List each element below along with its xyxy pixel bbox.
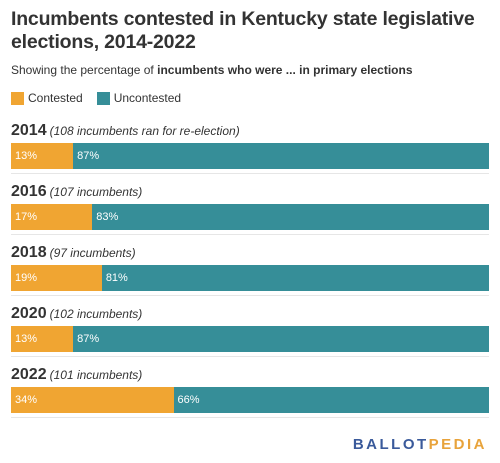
chart-title: Incumbents contested in Kentucky state l…	[11, 8, 475, 53]
legend-swatch-uncontested	[96, 91, 110, 105]
category-note: (97 incumbents)	[49, 246, 136, 260]
bar-segment-contested	[11, 265, 102, 291]
category-header: 2018 (97 incumbents)	[11, 243, 489, 261]
category-label: 2020	[11, 305, 47, 322]
data-label-contested: 13%	[15, 333, 38, 345]
bar-group-2020: 2020 (102 incumbents) 13% 87%	[11, 304, 489, 352]
category-header: 2014 (108 incumbents ran for re-election)	[11, 121, 489, 139]
legend-item-uncontested: Uncontested	[96, 91, 182, 105]
bar-segment-uncontested	[101, 265, 489, 291]
stacked-bar: 13% 87%	[11, 143, 489, 169]
legend-label-uncontested: Uncontested	[113, 91, 182, 105]
divider	[11, 234, 489, 235]
stacked-bar: 34% 66%	[11, 387, 489, 413]
chart-subtitle: Showing the percentage of incumbents who…	[11, 63, 413, 77]
data-label-contested: 17%	[15, 211, 38, 223]
category-note: (102 incumbents)	[49, 307, 143, 321]
logo-text-ballot: BALLOT	[352, 436, 429, 453]
category-note: (108 incumbents ran for re-election)	[49, 124, 240, 138]
category-label: 2016	[11, 183, 47, 200]
category-note: (107 incumbents)	[49, 185, 143, 199]
bar-segment-uncontested	[92, 204, 489, 230]
legend-label-contested: Contested	[28, 91, 83, 105]
stacked-bar: 17% 83%	[11, 204, 489, 230]
divider	[11, 356, 489, 357]
bar-group-2022: 2022 (101 incumbents) 34% 66%	[11, 365, 489, 413]
bar-segment-contested	[11, 143, 74, 169]
category-label: 2022	[11, 366, 47, 383]
legend-item-contested: Contested	[11, 91, 83, 105]
stacked-bar: 13% 87%	[11, 326, 489, 352]
data-label-uncontested: 81%	[105, 272, 128, 284]
bar-segment-contested	[11, 204, 93, 230]
divider	[11, 173, 489, 174]
category-header: 2020 (102 incumbents)	[11, 304, 489, 322]
legend-swatch-contested	[11, 91, 24, 105]
data-label-uncontested: 87%	[77, 333, 100, 345]
data-label-uncontested: 83%	[96, 211, 119, 223]
data-label-uncontested: 66%	[177, 394, 200, 406]
stacked-bar: 19% 81%	[11, 265, 489, 291]
subtitle-emphasis: incumbents who were ... in primary elect…	[157, 63, 413, 77]
bar-segment-contested	[11, 387, 174, 413]
data-label-uncontested: 87%	[77, 150, 100, 162]
divider	[11, 295, 489, 296]
bar-segment-contested	[11, 326, 74, 352]
data-label-contested: 34%	[15, 394, 38, 406]
bar-group-2018: 2018 (97 incumbents) 19% 81%	[11, 243, 489, 291]
data-label-contested: 13%	[15, 150, 38, 162]
bar-segment-uncontested	[173, 387, 489, 413]
ballotpedia-logo: BALLOTPEDIA	[353, 436, 487, 453]
bar-segment-uncontested	[73, 143, 489, 169]
category-note: (101 incumbents)	[49, 368, 143, 382]
category-label: 2018	[11, 244, 47, 261]
legend: Contested Uncontested	[11, 91, 195, 105]
category-label: 2014	[11, 122, 47, 139]
bar-group-2014: 2014 (108 incumbents ran for re-election)…	[11, 121, 489, 169]
divider	[11, 417, 489, 418]
data-label-contested: 19%	[15, 272, 38, 284]
bar-group-2016: 2016 (107 incumbents) 17% 83%	[11, 182, 489, 230]
category-header: 2022 (101 incumbents)	[11, 365, 489, 383]
bar-segment-uncontested	[73, 326, 489, 352]
logo-text-pedia: PEDIA	[428, 436, 487, 453]
subtitle-text: Showing the percentage of	[11, 63, 158, 77]
category-header: 2016 (107 incumbents)	[11, 182, 489, 200]
